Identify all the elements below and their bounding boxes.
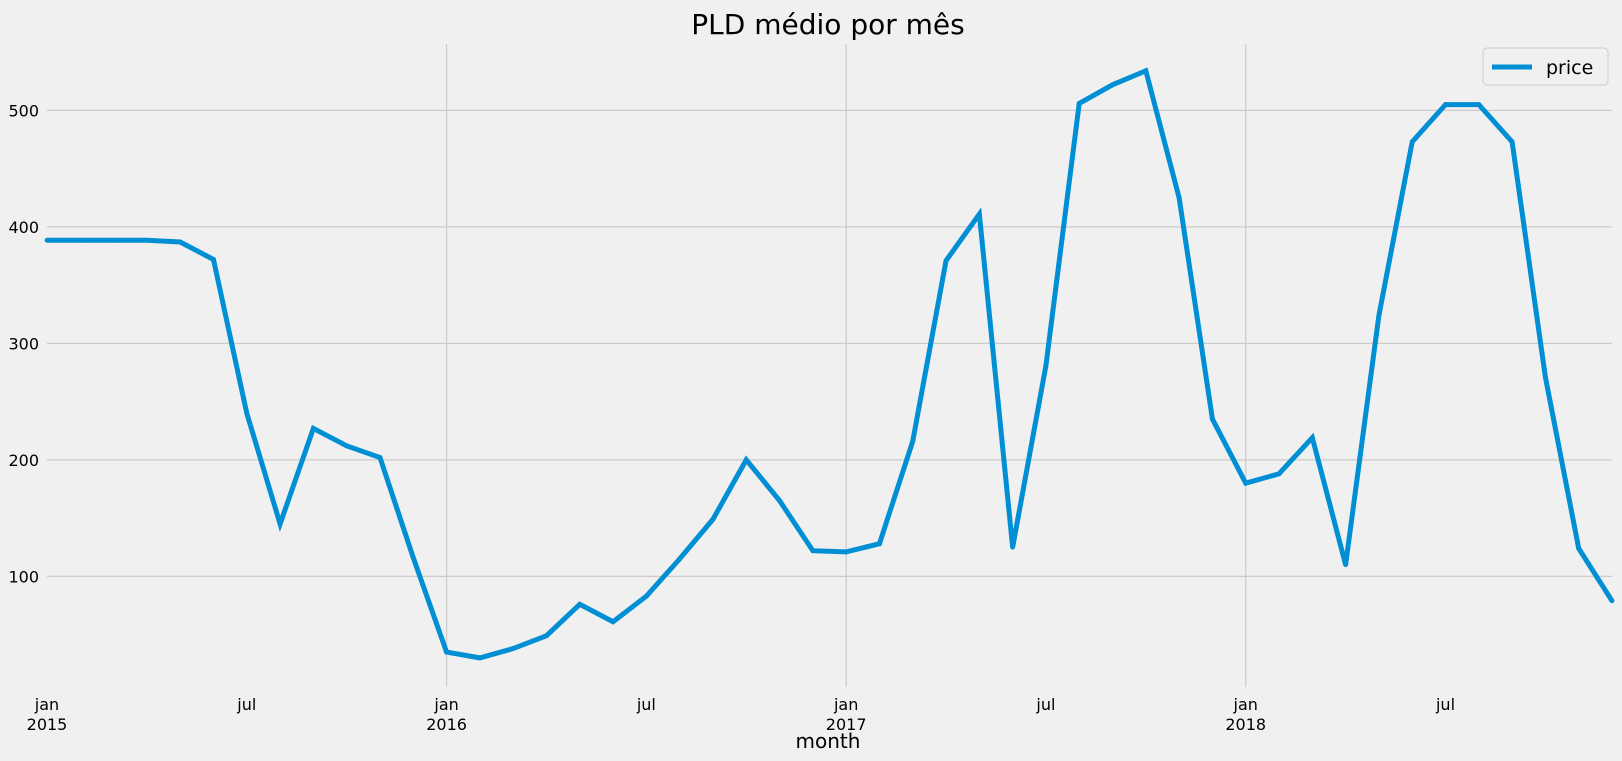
data-point <box>843 549 849 555</box>
x-tick-label: jul <box>236 695 256 714</box>
data-point <box>1043 363 1049 368</box>
data-point <box>310 426 316 431</box>
data-point <box>1076 101 1082 106</box>
data-point <box>510 646 516 651</box>
data-point <box>710 516 716 522</box>
x-tick-label: jul <box>1435 695 1455 714</box>
data-point <box>44 237 50 243</box>
data-point <box>544 633 549 639</box>
legend-box <box>1482 47 1609 86</box>
y-tick-label: 200 <box>8 451 39 470</box>
x-tick-year-label: 2018 <box>1225 715 1266 734</box>
data-point <box>1409 139 1415 145</box>
data-point <box>1210 416 1215 422</box>
data-point <box>1543 374 1548 380</box>
x-tick-label: jan <box>1233 695 1258 714</box>
data-point <box>410 555 416 561</box>
y-tick-label: 100 <box>8 567 39 586</box>
data-point <box>1576 545 1582 551</box>
data-point <box>344 443 350 449</box>
chart-title: PLD médio por mês <box>691 8 964 41</box>
data-point <box>943 258 949 264</box>
x-tick-year-label: 2017 <box>826 715 867 734</box>
data-point <box>444 649 449 655</box>
grid-lines <box>47 44 1612 687</box>
legend-label-price: price <box>1546 57 1593 79</box>
y-tick-label: 400 <box>8 218 39 237</box>
series-line-price <box>47 67 1615 661</box>
data-point <box>1276 471 1282 477</box>
data-point <box>976 211 982 217</box>
x-tick-label: jan <box>34 695 59 714</box>
data-point <box>1143 68 1149 74</box>
data-point <box>877 541 882 547</box>
data-point <box>1309 435 1315 441</box>
data-point <box>144 237 150 243</box>
data-point <box>577 601 583 607</box>
data-point <box>1443 102 1448 107</box>
data-point <box>1376 313 1382 318</box>
x-tick-label: jul <box>636 695 656 714</box>
series-layer <box>44 67 1615 661</box>
data-point <box>1509 139 1515 145</box>
legend: price <box>1482 47 1609 86</box>
data-point <box>810 548 816 554</box>
data-point <box>1343 562 1349 568</box>
data-point <box>643 593 649 599</box>
data-point <box>1476 102 1482 107</box>
data-point <box>77 237 83 243</box>
data-point <box>1609 598 1615 604</box>
data-point <box>910 438 916 444</box>
data-point <box>377 455 383 460</box>
data-point <box>610 619 616 625</box>
data-point <box>777 498 782 504</box>
x-tick-year-label: 2015 <box>27 715 68 734</box>
x-tick-label: jan <box>433 695 458 714</box>
data-point <box>1010 544 1016 550</box>
data-point <box>743 457 749 463</box>
data-point <box>244 410 250 416</box>
data-point <box>111 237 116 243</box>
y-tick-label: 300 <box>8 334 39 353</box>
x-axis-label: month <box>796 729 861 753</box>
data-point <box>677 556 683 562</box>
y-axis-ticks: 100 200 300 400 500 <box>8 101 39 586</box>
data-point <box>1176 195 1182 201</box>
y-tick-label: 500 <box>8 101 39 120</box>
data-point <box>177 239 183 245</box>
data-point <box>1110 82 1115 88</box>
data-point <box>1243 480 1249 486</box>
data-point <box>211 257 216 262</box>
x-tick-label: jul <box>1035 695 1055 714</box>
x-tick-label: jan <box>833 695 858 714</box>
x-tick-year-label: 2016 <box>426 715 467 734</box>
data-point <box>277 521 283 527</box>
data-point <box>477 655 483 661</box>
